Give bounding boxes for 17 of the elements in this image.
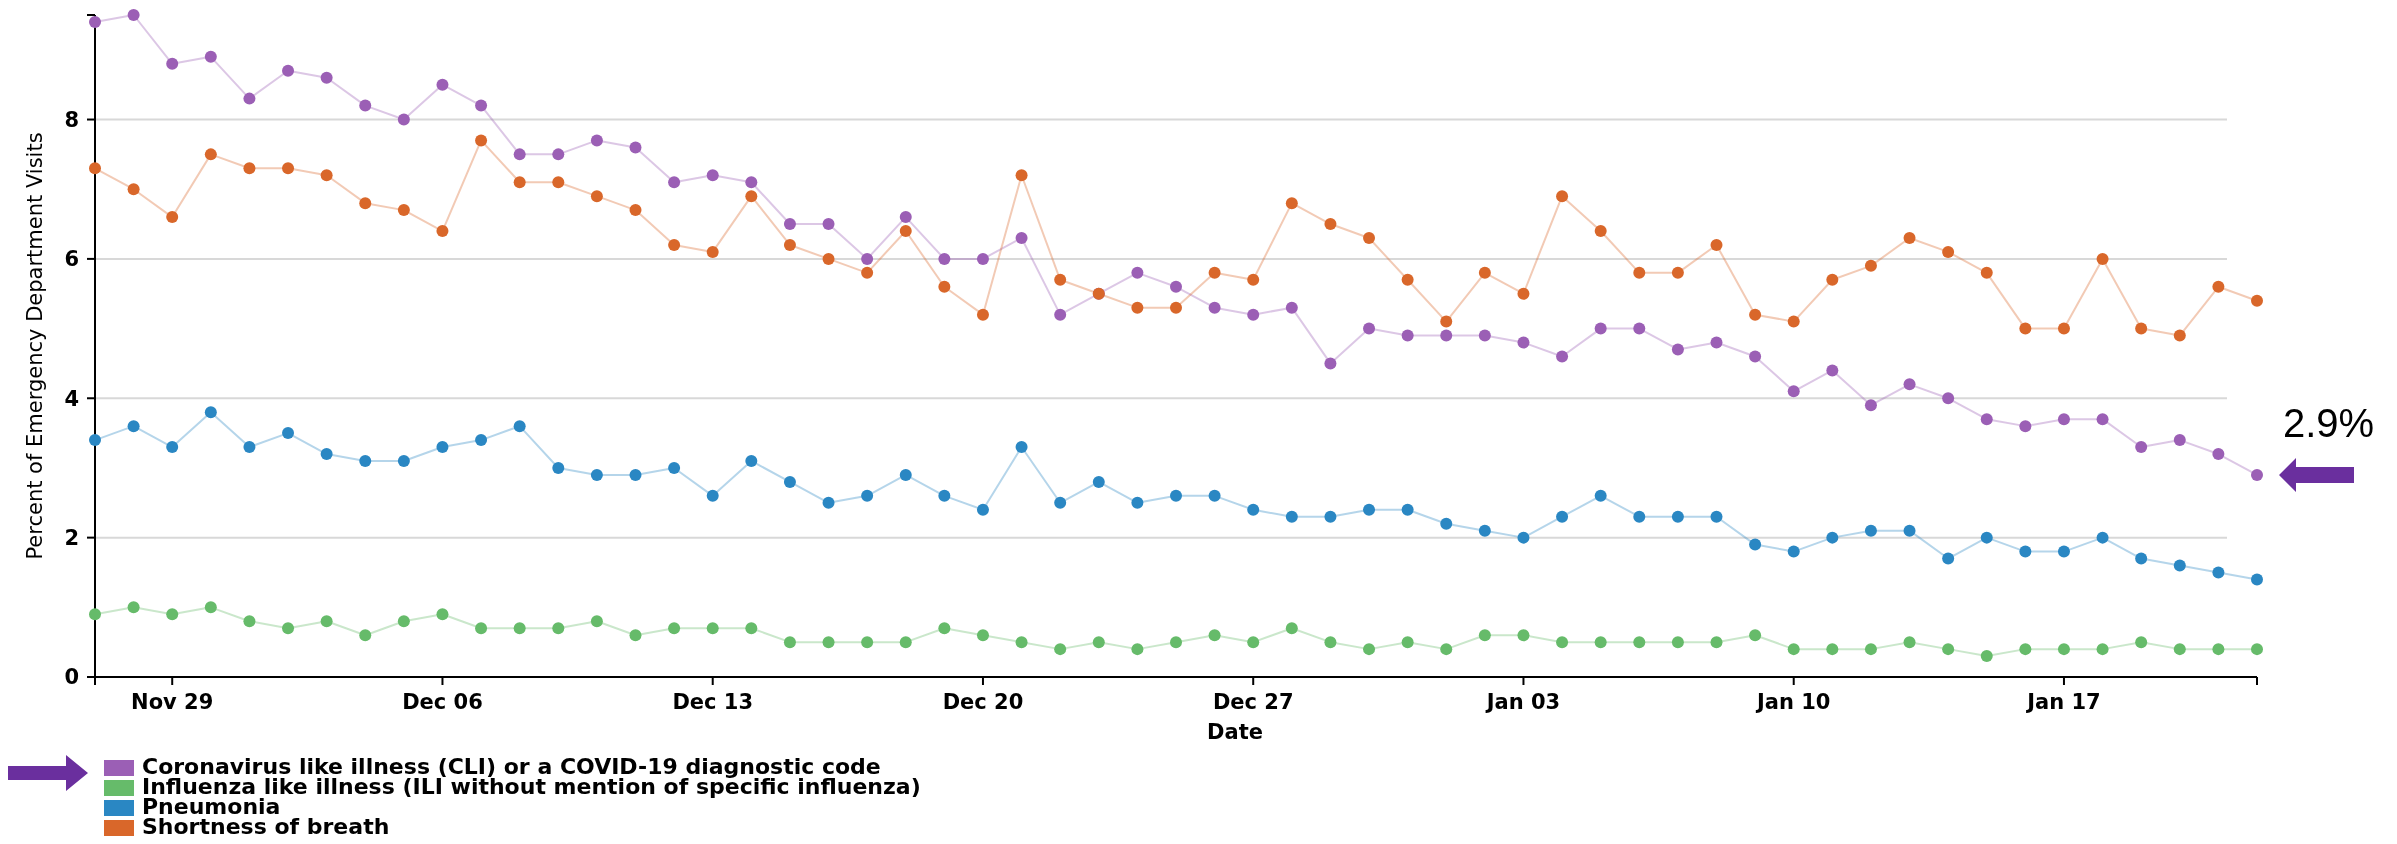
text: 2.9% bbox=[2283, 400, 2375, 445]
legend-label: Coronavirus like illness (CLI) or a COVID-19 diagnostic code bbox=[142, 754, 881, 779]
x-axis-title: Date bbox=[1207, 720, 1263, 744]
y-tick-label: 8 bbox=[64, 107, 79, 132]
x-tick-label: Dec 27 bbox=[1212, 690, 1294, 714]
y-tick-label: 4 bbox=[64, 386, 79, 411]
x-tick-label: Dec 13 bbox=[672, 690, 754, 714]
y-tick-label: 6 bbox=[64, 247, 79, 272]
x-tick-label: Jan 03 bbox=[1484, 690, 1561, 714]
x-tick-label: Jan 17 bbox=[2025, 690, 2101, 714]
y-axis-title: Percent of Emergency Department Visits bbox=[23, 132, 47, 560]
x-tick-label: Dec 06 bbox=[402, 690, 483, 714]
y-tick-label: 2 bbox=[64, 525, 79, 550]
x-tick-label: Jan 10 bbox=[1754, 690, 1831, 714]
x-tick-label: Dec 20 bbox=[942, 690, 1024, 714]
y-tick-label: 0 bbox=[64, 665, 79, 690]
x-tick-label: Nov 29 bbox=[131, 690, 214, 714]
